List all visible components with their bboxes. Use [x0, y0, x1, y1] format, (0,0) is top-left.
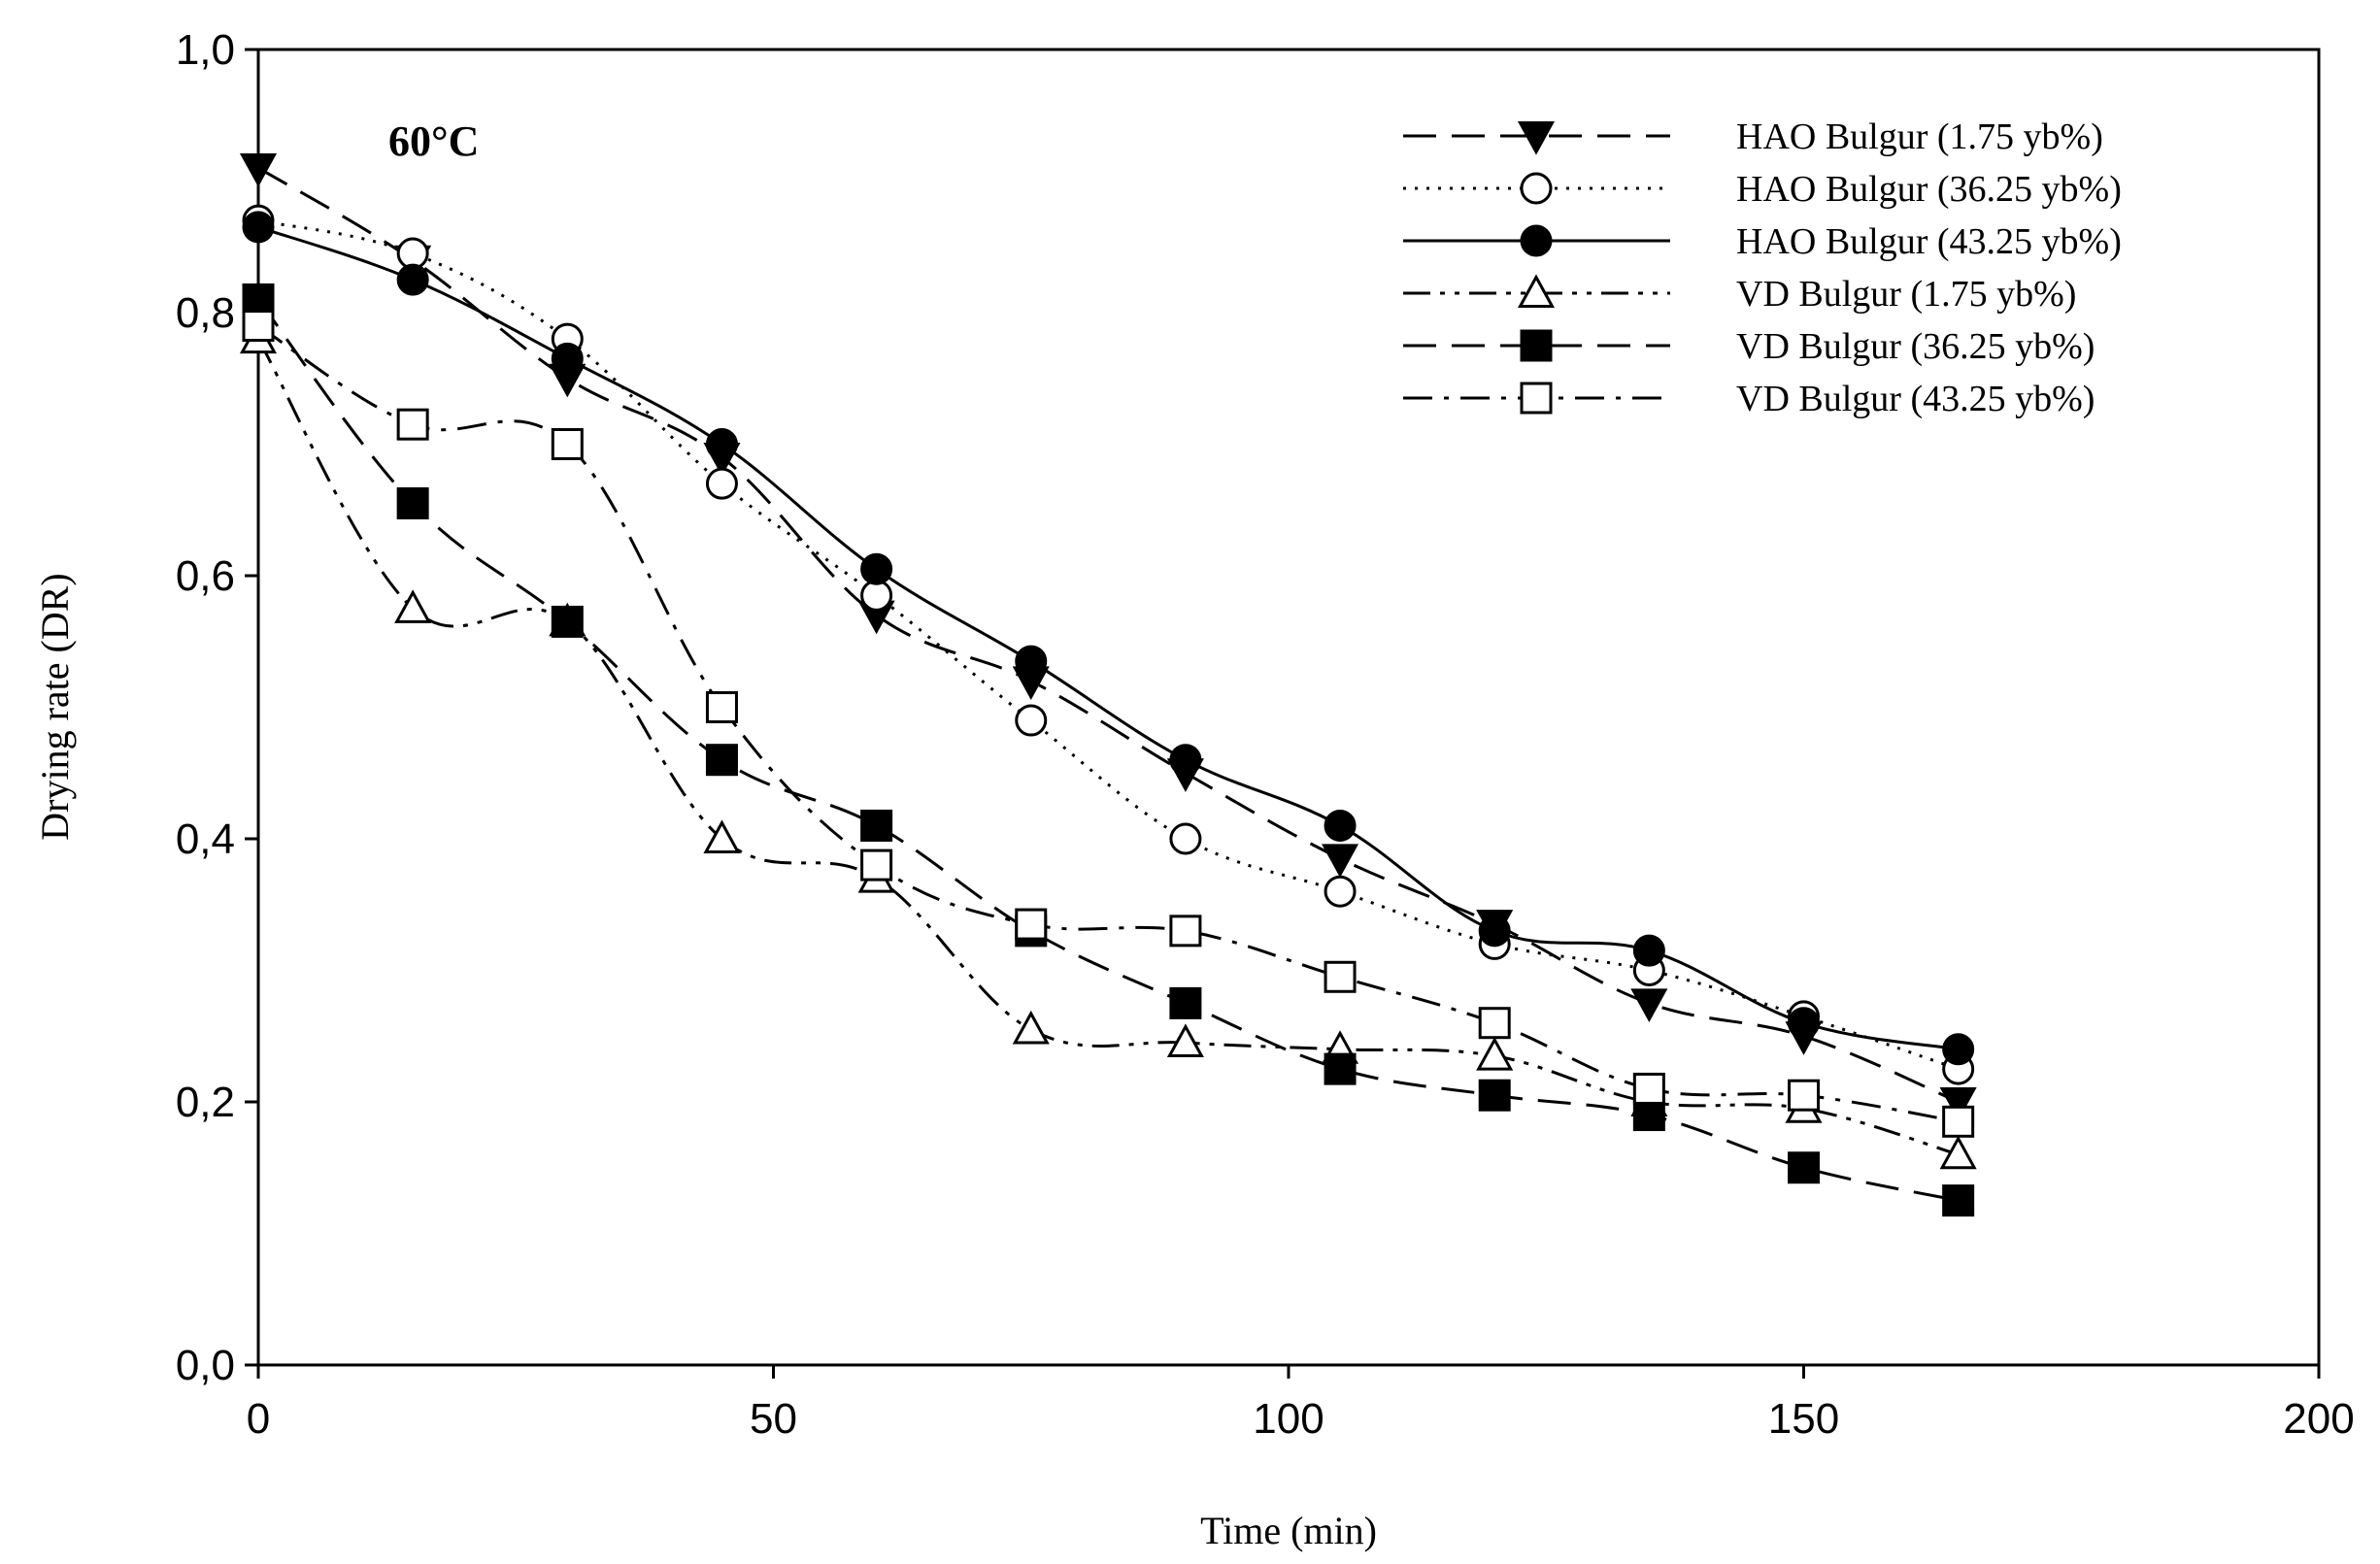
data-point-circle: [705, 467, 738, 500]
data-point-triangle-up: [1166, 1023, 1204, 1058]
y-tick-label: 0,4: [176, 815, 235, 863]
series-markers: [239, 152, 1977, 1217]
data-point-circle: [1942, 1033, 1975, 1066]
data-point-circle: [242, 211, 275, 244]
data-point-square: [1015, 908, 1048, 941]
series-line-5: [256, 298, 1959, 1203]
data-point-square: [1632, 1072, 1665, 1105]
x-axis-title: Time (min): [1200, 1509, 1377, 1552]
data-point-square: [1324, 960, 1357, 993]
data-point-circle: [860, 552, 893, 585]
data-point-triangle-down: [1939, 1087, 1977, 1121]
series-line-3: [257, 225, 1959, 1051]
temperature-annotation: 60°C: [388, 117, 479, 165]
legend-label: HAO Bulgur (1.75 yb%): [1736, 116, 2103, 157]
data-point-triangle-up: [394, 589, 432, 623]
data-point-square: [1788, 1151, 1820, 1184]
data-point-circle: [1324, 809, 1357, 842]
axes: 0 50 100 150 200 0,0 0,2 0,4 0,6 0,8 1,0: [176, 26, 2355, 1443]
series-lines: [256, 166, 1960, 1203]
data-point-square: [860, 849, 893, 882]
legend-label: HAO Bulgur (36.25 yb%): [1736, 169, 2122, 210]
data-point-square: [396, 408, 429, 441]
data-point-square: [705, 744, 738, 777]
data-point-triangle-up: [1517, 274, 1556, 308]
data-point-circle: [396, 263, 429, 296]
y-tick-label: 1,0: [176, 26, 235, 74]
data-point-square: [1478, 1007, 1511, 1040]
data-point-triangle-up: [1939, 1135, 1977, 1170]
data-point-circle: [1520, 172, 1553, 205]
data-point-square: [1520, 329, 1553, 362]
data-point-square: [1942, 1184, 1975, 1217]
series-line-1: [257, 166, 1960, 1104]
data-point-circle: [705, 428, 738, 460]
data-point-circle: [396, 237, 429, 270]
x-tick-label: 150: [1768, 1395, 1839, 1443]
x-tick-label: 0: [247, 1395, 270, 1443]
legend-label: VD Bulgur (1.75 yb%): [1736, 274, 2076, 315]
x-tick-label: 200: [2283, 1395, 2354, 1443]
data-point-circle: [551, 342, 584, 375]
data-point-circle: [1632, 934, 1665, 967]
data-point-triangle-up: [703, 819, 741, 853]
data-point-triangle-down: [1517, 121, 1556, 155]
x-tick-label: 100: [1253, 1395, 1324, 1443]
data-point-square: [1632, 1099, 1665, 1132]
data-point-square: [1478, 1079, 1511, 1112]
data-point-circle: [860, 579, 893, 612]
y-tick-label: 0,0: [176, 1342, 235, 1389]
data-point-square: [1169, 986, 1202, 1019]
data-point-triangle-up: [1012, 1010, 1050, 1045]
y-tick-label: 0,8: [176, 289, 235, 337]
data-point-square: [1169, 915, 1202, 948]
data-point-square: [551, 428, 584, 460]
legend-label: VD Bulgur (36.25 yb%): [1736, 326, 2095, 367]
legend-label: HAO Bulgur (43.25 yb%): [1736, 221, 2122, 262]
data-point-triangle-up: [1476, 1036, 1514, 1071]
data-point-square: [1520, 382, 1553, 415]
data-point-square: [551, 605, 584, 638]
data-point-square: [242, 310, 275, 343]
data-point-square: [1942, 1105, 1975, 1138]
data-point-circle: [1520, 224, 1553, 257]
data-point-circle: [1324, 875, 1357, 908]
data-point-triangle-down: [1630, 988, 1668, 1022]
x-tick-label: 50: [750, 1395, 797, 1443]
data-point-square: [705, 691, 738, 723]
data-point-circle: [1788, 1007, 1820, 1040]
data-point-circle: [1015, 645, 1048, 678]
data-point-square: [242, 283, 275, 316]
series-line-6: [257, 324, 1959, 1123]
y-tick-label: 0,2: [176, 1079, 235, 1126]
data-point-circle: [1478, 915, 1511, 948]
data-point-circle: [1015, 704, 1048, 737]
data-point-square: [1324, 1052, 1357, 1085]
data-point-square: [860, 809, 893, 842]
series-line-2: [257, 218, 1960, 1071]
data-point-square: [396, 486, 429, 519]
y-axis-title: Drying rate (DR): [33, 573, 77, 840]
y-tick-label: 0,6: [176, 552, 235, 600]
data-point-circle: [1169, 744, 1202, 777]
series-line-4: [256, 338, 1960, 1156]
data-point-square: [1788, 1079, 1820, 1112]
legend-label: VD Bulgur (43.25 yb%): [1736, 379, 2095, 419]
legend: HAO Bulgur (1.75 yb%) HAO Bulgur (36.25 y…: [1403, 116, 2122, 419]
data-point-circle: [1169, 822, 1202, 855]
data-point-triangle-down: [1322, 844, 1359, 878]
data-point-triangle-down: [239, 152, 278, 187]
